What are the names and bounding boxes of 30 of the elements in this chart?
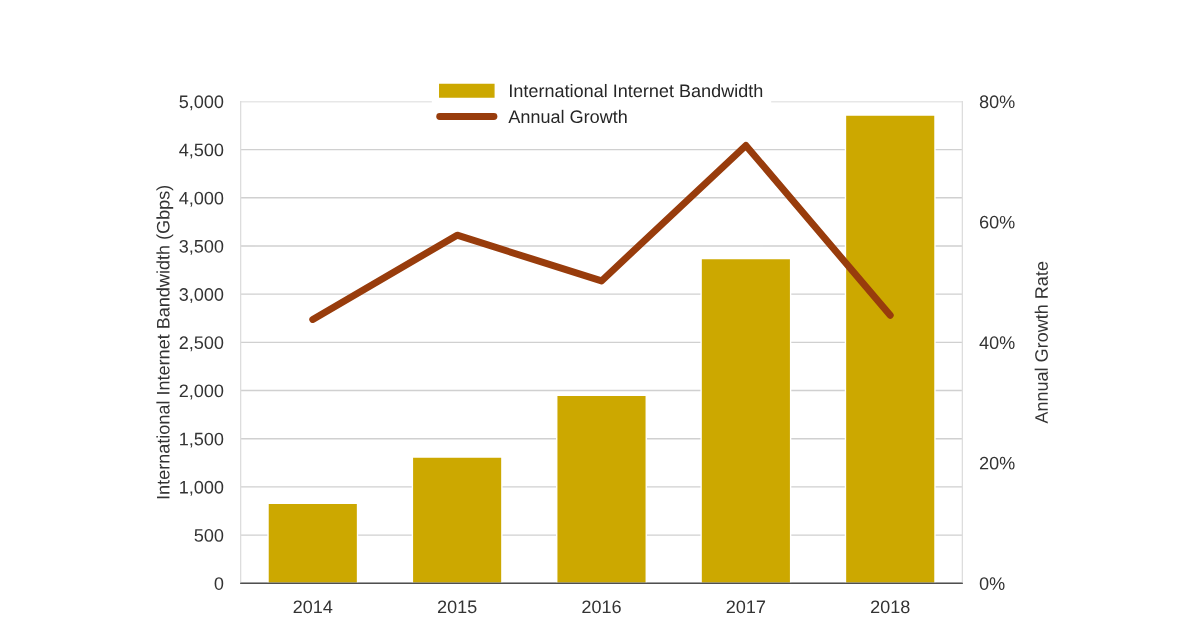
- bar: [267, 502, 359, 584]
- y-tick-label: 1,000: [180, 480, 224, 496]
- y-tick-label: 1,500: [180, 432, 224, 448]
- y-tick-label: 5,000: [179, 95, 224, 111]
- y-tick-label: 3,000: [179, 288, 224, 304]
- x-tick-label: 2017: [726, 600, 766, 614]
- y2-axis-title: Annual Growth Rate: [1034, 261, 1048, 424]
- y2-tick-label: 60%: [979, 215, 1015, 229]
- y-tick-label: 2,000: [179, 384, 224, 400]
- y2-tick-label: 0%: [979, 577, 1005, 590]
- x-tick-label: 2014: [293, 600, 333, 614]
- y-tick-label: 4,500: [179, 143, 224, 159]
- x-tick-label: 2016: [582, 600, 621, 614]
- bar: [556, 394, 647, 584]
- y2-tick-label: 20%: [979, 456, 1015, 470]
- y-tick-label: 3,500: [179, 239, 224, 255]
- bar: [700, 257, 792, 584]
- y-axis-title: International Internet Bandwidth (Gbps): [156, 185, 174, 499]
- bar: [844, 114, 936, 584]
- x-tick-label: 2015: [437, 600, 477, 614]
- bar: [411, 456, 503, 584]
- y-tick-label: 2,500: [179, 336, 224, 352]
- y2-tick-label: 80%: [979, 95, 1015, 109]
- legend-label: Annual Growth: [508, 109, 627, 124]
- legend-label: International Internet Bandwidth: [510, 83, 763, 98]
- y-tick-label: 0: [214, 577, 224, 590]
- y2-tick-label: 40%: [979, 336, 1015, 350]
- x-tick-label: 2018: [871, 600, 910, 614]
- y-tick-label: 4,000: [179, 191, 224, 207]
- y-tick-label: 500: [194, 529, 224, 542]
